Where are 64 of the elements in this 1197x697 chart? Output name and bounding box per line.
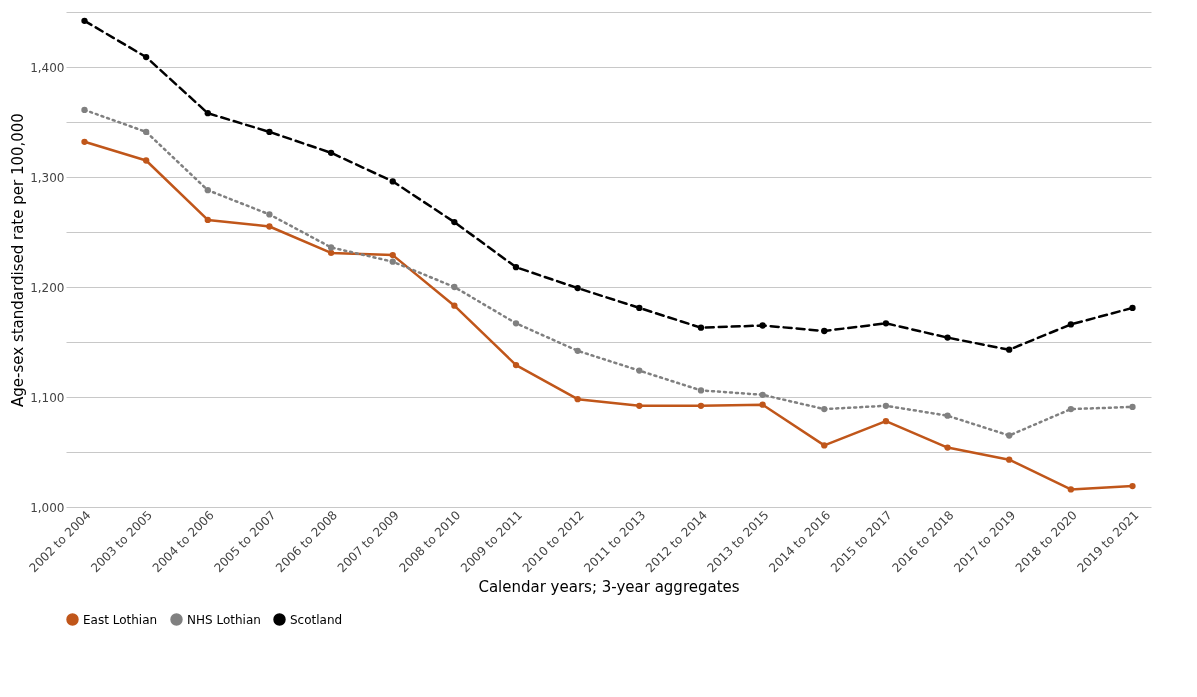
point — [1129, 403, 1136, 411]
point — [451, 283, 458, 291]
point — [142, 128, 150, 136]
point — [1006, 456, 1013, 463]
point — [451, 302, 458, 309]
point — [1067, 486, 1075, 493]
point — [882, 402, 890, 409]
point — [1067, 405, 1075, 413]
point — [389, 258, 396, 265]
point — [266, 128, 273, 136]
point — [512, 361, 520, 369]
legend-label: NHS Lothian — [187, 612, 261, 627]
point — [944, 444, 951, 451]
point — [142, 53, 150, 61]
point — [636, 402, 643, 409]
point — [512, 320, 520, 327]
point — [759, 401, 766, 408]
point — [882, 320, 890, 327]
point — [944, 334, 951, 341]
point — [697, 387, 705, 394]
point — [81, 17, 88, 24]
point — [636, 367, 643, 374]
point — [697, 324, 705, 331]
point — [327, 249, 335, 257]
point — [389, 178, 396, 185]
point — [512, 264, 520, 271]
y-tick-label: 1,000 — [30, 500, 65, 515]
point — [1067, 321, 1075, 328]
point — [142, 157, 150, 164]
point — [697, 402, 705, 409]
point — [574, 396, 581, 403]
y-tick-label: 1,100 — [30, 390, 65, 405]
point — [1129, 304, 1136, 312]
y-tick-label: 1,300 — [30, 170, 65, 185]
point — [1129, 482, 1136, 490]
point — [636, 304, 643, 312]
y-tick-label: 1,400 — [30, 60, 65, 75]
point — [944, 412, 951, 419]
point — [759, 391, 766, 398]
point — [574, 347, 581, 354]
point — [1006, 432, 1013, 439]
point — [204, 216, 211, 224]
point — [204, 110, 211, 117]
legend-label: Scotland — [290, 612, 343, 627]
point — [81, 138, 88, 145]
point — [451, 218, 458, 226]
point — [759, 322, 766, 329]
point — [389, 251, 396, 259]
point — [266, 223, 273, 230]
y-axis-title: Age-sex standardised rate per 100,000 — [9, 113, 28, 407]
point — [81, 106, 88, 114]
point — [821, 327, 828, 335]
point — [327, 244, 335, 251]
point — [882, 418, 890, 425]
point — [821, 442, 828, 449]
x-axis-title: Calendar years; 3-year aggregates — [478, 578, 740, 597]
point — [574, 284, 581, 292]
legend-label: East Lothian — [83, 612, 158, 627]
point — [266, 211, 273, 218]
point — [821, 405, 828, 413]
point — [204, 187, 211, 194]
point — [327, 149, 335, 156]
point — [1006, 346, 1013, 353]
y-tick-label: 1,200 — [30, 280, 65, 295]
